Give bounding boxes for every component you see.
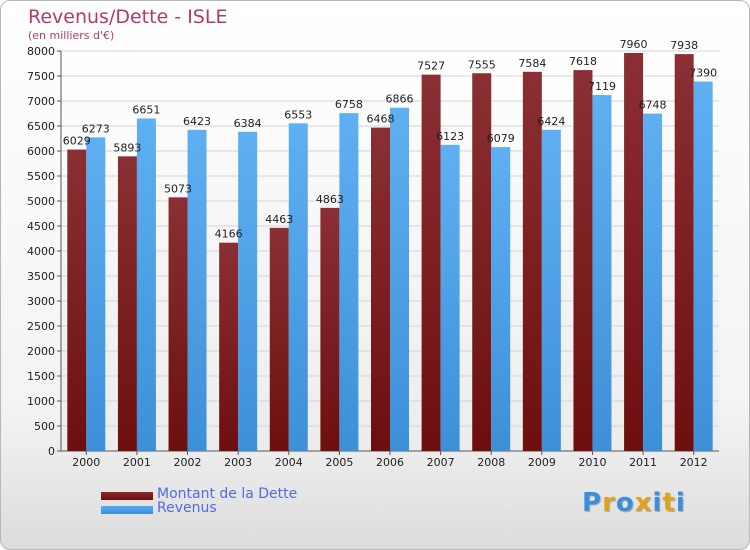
data-label-revenue: 6651 xyxy=(132,103,160,116)
data-label-debt: 7555 xyxy=(468,58,496,71)
x-tick-label: 2000 xyxy=(72,456,100,469)
bar-debt xyxy=(421,74,441,452)
bar-debt xyxy=(674,54,694,451)
logo-letter: P xyxy=(582,488,603,518)
bar-revenue xyxy=(592,95,612,452)
x-tick-label: 2007 xyxy=(427,456,455,469)
logo-letter: t xyxy=(662,488,676,518)
data-label-revenue: 6423 xyxy=(183,115,211,128)
x-tick-label: 2012 xyxy=(680,456,708,469)
logo-letter: x xyxy=(634,488,653,518)
data-label-debt: 7960 xyxy=(620,38,648,51)
y-tick-label: 1000 xyxy=(27,395,55,408)
y-tick-label: 7000 xyxy=(27,95,55,108)
data-label-revenue: 6866 xyxy=(386,93,414,106)
logo-letter: i xyxy=(652,488,663,518)
bar-revenue xyxy=(339,113,359,451)
data-label-revenue: 6748 xyxy=(639,99,667,112)
legend-swatch-debt xyxy=(101,492,153,500)
data-label-revenue: 7390 xyxy=(689,67,717,80)
data-label-revenue: 6384 xyxy=(234,117,262,130)
data-label-debt: 7938 xyxy=(670,39,698,52)
x-tick-label: 2005 xyxy=(325,456,353,469)
logo-letter: i xyxy=(675,488,686,518)
y-tick-label: 3000 xyxy=(27,295,55,308)
bar-debt xyxy=(522,71,542,452)
data-label-debt: 4166 xyxy=(215,228,243,241)
x-tick-label: 2001 xyxy=(123,456,151,469)
data-label-revenue: 6758 xyxy=(335,98,363,111)
bar-debt xyxy=(168,197,188,451)
bar-revenue xyxy=(390,107,409,451)
x-tick-label: 2009 xyxy=(528,456,556,469)
y-tick-label: 4500 xyxy=(27,220,55,233)
data-label-revenue: 6079 xyxy=(487,132,515,145)
bar-debt xyxy=(67,149,87,452)
x-tick-label: 2006 xyxy=(376,456,404,469)
x-tick-label: 2011 xyxy=(629,456,657,469)
data-label-debt: 6029 xyxy=(63,135,91,148)
bar-debt xyxy=(117,156,137,451)
data-label-debt: 6468 xyxy=(367,113,395,126)
y-tick-label: 4000 xyxy=(27,245,55,258)
bar-revenue xyxy=(86,137,106,451)
y-tick-label: 7500 xyxy=(27,70,55,83)
x-tick-label: 2010 xyxy=(578,456,606,469)
data-label-debt: 7618 xyxy=(569,55,597,68)
legend-label-revenue: Revenus xyxy=(157,500,217,516)
bar-debt xyxy=(624,53,644,451)
y-tick-label: 3500 xyxy=(27,270,55,283)
x-tick-label: 2002 xyxy=(174,456,202,469)
bar-revenue xyxy=(288,123,308,451)
x-tick-label: 2004 xyxy=(275,456,303,469)
data-label-revenue: 7119 xyxy=(588,80,616,93)
y-tick-label: 500 xyxy=(34,420,55,433)
data-label-debt: 4863 xyxy=(316,193,344,206)
y-tick-label: 1500 xyxy=(27,370,55,383)
bar-revenue xyxy=(238,131,258,452)
y-tick-label: 6500 xyxy=(27,120,55,133)
data-label-debt: 5893 xyxy=(113,141,141,154)
legend-label-debt: Montant de la Dette xyxy=(157,486,298,502)
logo-letter: r xyxy=(602,488,616,518)
logo-letter: o xyxy=(615,488,635,518)
bar-revenue xyxy=(136,118,156,451)
data-label-debt: 7584 xyxy=(518,57,546,70)
bar-debt xyxy=(269,227,289,451)
x-tick-label: 2003 xyxy=(224,456,252,469)
bar-debt xyxy=(472,73,492,451)
data-label-revenue: 6424 xyxy=(537,115,565,128)
data-label-revenue: 6553 xyxy=(284,108,312,121)
bar-debt xyxy=(573,70,593,451)
bar-revenue xyxy=(440,144,460,451)
data-label-debt: 7527 xyxy=(417,60,445,73)
y-tick-label: 8000 xyxy=(27,45,55,58)
bar-revenue xyxy=(541,129,561,452)
proxiti-logo: Proxiti xyxy=(582,488,686,518)
chart-title: Revenus/Dette - ISLE xyxy=(28,6,228,28)
legend-swatch-revenue xyxy=(101,506,153,514)
y-tick-label: 5000 xyxy=(27,195,55,208)
bar-debt xyxy=(320,207,340,451)
y-tick-label: 5500 xyxy=(27,170,55,183)
y-tick-label: 0 xyxy=(48,445,55,458)
bar-revenue xyxy=(187,129,207,451)
bar-debt xyxy=(371,127,390,451)
data-label-revenue: 6123 xyxy=(436,130,464,143)
y-tick-label: 2500 xyxy=(27,320,55,333)
y-tick-label: 6000 xyxy=(27,145,55,158)
data-label-debt: 4463 xyxy=(265,213,293,226)
data-label-revenue: 6273 xyxy=(82,122,110,135)
y-tick-label: 2000 xyxy=(27,345,55,358)
bar-revenue xyxy=(643,113,663,451)
bar-revenue xyxy=(693,81,713,451)
x-tick-label: 2008 xyxy=(477,456,505,469)
chart-subtitle: (en milliers d'€) xyxy=(28,29,115,42)
bar-revenue xyxy=(491,147,511,452)
bar-debt xyxy=(219,242,239,451)
data-label-debt: 5073 xyxy=(164,182,192,195)
